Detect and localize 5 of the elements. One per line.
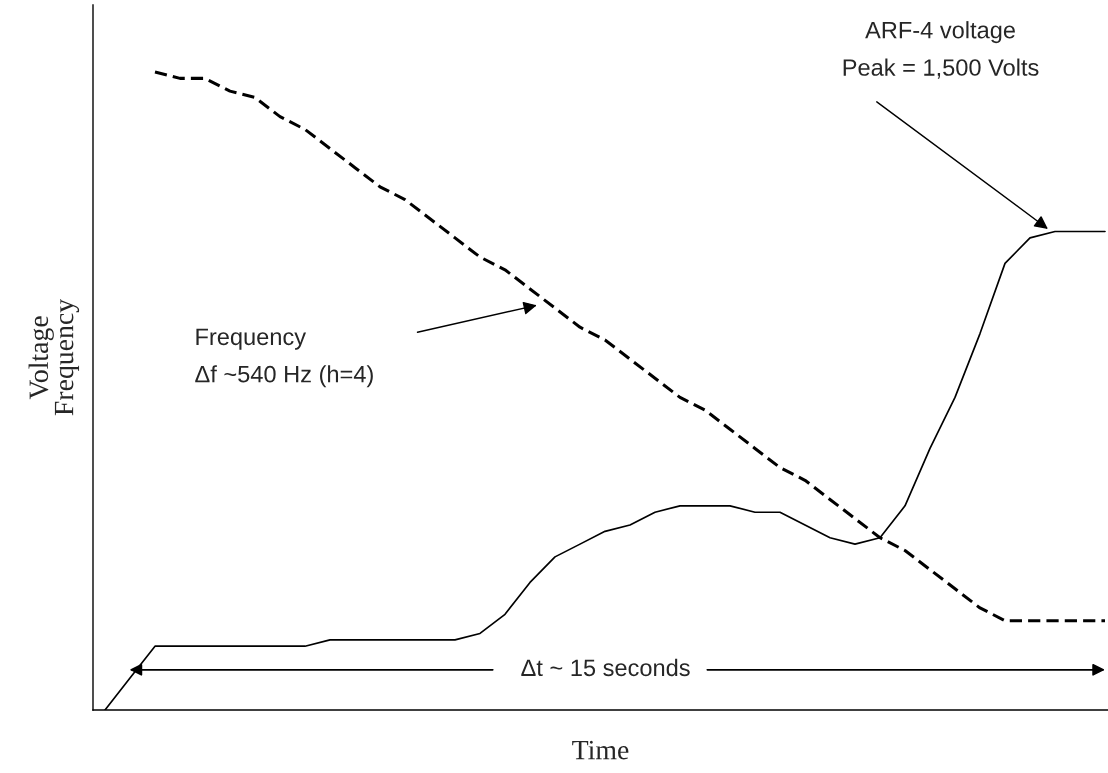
annotation: ARF-4 voltage Peak = 1,500 Volts	[843, 21, 1039, 79]
annotation: Δt ~ 15 seconds	[521, 658, 690, 677]
y-axis-title: Voltage Frequency	[28, 298, 80, 416]
x-axis-title: Time	[572, 740, 629, 760]
annotation: Frequency Δf ~540 Hz (h=4)	[195, 328, 373, 388]
